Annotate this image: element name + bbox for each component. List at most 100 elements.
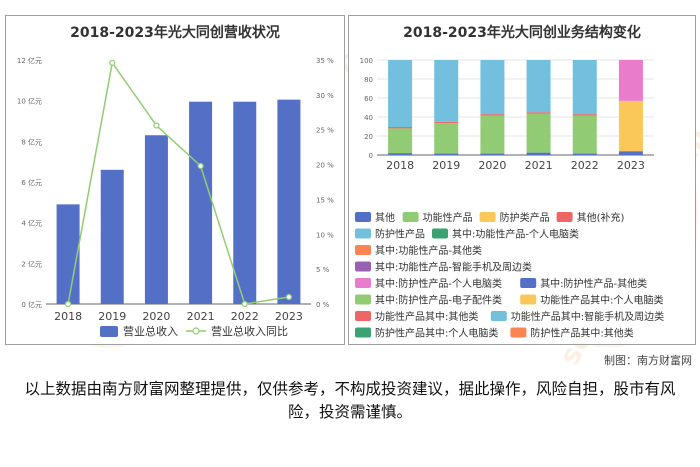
x-tick-label: 2023 <box>275 310 303 323</box>
legend-label: 防护类产品 <box>500 211 550 224</box>
yoy-point <box>109 59 116 66</box>
legend-label: 其中:防护性产品-个人电脑类 <box>375 277 502 290</box>
y2-tick-label: 0 % <box>316 301 330 309</box>
legend-swatch <box>355 228 371 239</box>
legend-label: 防护性产品其中:其他类 <box>530 327 633 340</box>
legend-label: 其中:功能性产品-其他类 <box>375 244 482 257</box>
legend-swatch <box>355 245 371 255</box>
y-tick-label: 60 <box>364 95 373 103</box>
x-tick-label: 2019 <box>432 159 460 172</box>
y-tick-label: 0 <box>369 152 373 160</box>
legend-label-yoy: 营业总收入同比 <box>211 324 288 338</box>
revenue-chart: 0 亿元 2 亿元 4 亿元 6 亿元 8 亿元 10 亿元 12 亿元 0 % 5 % 10 %… <box>17 56 334 338</box>
y-tick-label: 12 亿元 <box>17 56 42 65</box>
stacked-bar-segment <box>434 123 459 154</box>
legend-swatch <box>355 278 371 288</box>
y-tick-label: 40 <box>364 114 373 122</box>
legend-swatch <box>355 212 371 222</box>
x-tick-label: 2019 <box>98 310 126 323</box>
revenue-bar <box>144 135 168 304</box>
x-tick-label: 2018 <box>386 159 414 172</box>
y-tick-label: 2 亿元 <box>21 259 42 268</box>
stacked-bar-segment <box>388 60 413 127</box>
y-tick-label: 6 亿元 <box>21 178 42 187</box>
stacked-bar-segment <box>526 60 551 113</box>
revenue-chart-panel: 2018-2023年光大同创营收状况 0 亿元 2 亿元 4 亿元 6 亿元 8 亿元 1… <box>5 15 345 345</box>
stacked-bar-segment <box>480 153 505 155</box>
legend-swatch <box>432 228 448 239</box>
yoy-point <box>197 162 204 170</box>
legend-swatch <box>402 212 419 222</box>
y-tick-label: 0 亿元 <box>21 300 42 309</box>
legend-label: 其中:防护性产品-其他类 <box>540 277 647 290</box>
y-tick-label: 100 <box>360 57 373 65</box>
business-structure-chart-title: 2018-2023年光大同创业务结构变化 <box>403 25 641 41</box>
yoy-point <box>153 122 160 129</box>
stacked-bar-segment <box>434 121 459 124</box>
yoy-line <box>67 60 290 305</box>
legend-swatch <box>490 311 507 321</box>
revenue-bar <box>233 101 257 304</box>
stacked-bar-segment <box>480 115 505 154</box>
y2-tick-label: 30 % <box>316 92 334 100</box>
stacked-bar-segment <box>388 126 413 129</box>
legend-swatch <box>520 294 537 305</box>
revenue-bar <box>100 169 124 304</box>
legend-label-revenue: 营业总收入 <box>123 324 178 338</box>
legend-swatch <box>479 212 496 222</box>
revenue-bar <box>189 101 213 304</box>
legend-label: 功能性产品 <box>423 211 473 224</box>
legend-label: 防护性产品其中:个人电脑类 <box>375 327 498 340</box>
y2-tick-label: 5 % <box>316 266 330 274</box>
stacked-bar-segment <box>618 151 643 155</box>
legend-label: 其中:功能性产品-个人电脑类 <box>452 228 579 241</box>
x-tick-label: 2020 <box>142 310 170 323</box>
legend-label: 其中:防护性产品-电子配件类 <box>375 294 502 307</box>
business-structure-chart-panel: 2018-2023年光大同创业务结构变化 0 20 40 60 80 100 2018 201… <box>348 15 696 356</box>
y2-tick-label: 10 % <box>316 231 334 239</box>
y2-tick-label: 20 % <box>316 162 334 170</box>
legend-label: 功能性产品其中:个人电脑类 <box>540 294 663 307</box>
y-tick-label: 10 亿元 <box>17 97 42 106</box>
stacked-bar-segment <box>618 100 643 152</box>
legend-label: 防护性产品 <box>375 228 425 241</box>
stacked-bar-segment <box>526 152 551 155</box>
legend-swatch <box>520 278 537 288</box>
y2-tick-label: 25 % <box>316 127 334 135</box>
legend-swatch <box>556 212 573 222</box>
y2-tick-label: 35 % <box>316 57 334 65</box>
x-tick-label: 2023 <box>617 159 645 172</box>
x-tick-label: 2021 <box>187 310 215 323</box>
legend-label: 防护性产品其中:电子配件类 <box>375 343 498 344</box>
x-tick-label: 2022 <box>231 310 259 323</box>
stacked-bar-segment <box>480 60 505 115</box>
legend-swatch <box>510 327 527 338</box>
x-tick-label: 2022 <box>571 159 599 172</box>
legend-swatch <box>355 327 371 338</box>
x-tick-label: 2020 <box>478 159 506 172</box>
stacked-bar-segment <box>526 112 551 114</box>
x-tick-label: 2021 <box>525 159 553 172</box>
legend-label: 功能性产品其中:其他类 <box>375 310 478 323</box>
legend-swatch <box>355 294 371 305</box>
legend-label: 其他(补充) <box>577 211 625 224</box>
revenue-bar <box>277 99 301 305</box>
stacked-bar-segment <box>572 60 597 115</box>
y-tick-label: 4 亿元 <box>21 219 42 228</box>
stacked-bar-segment <box>434 153 459 155</box>
y-tick-label: 80 <box>364 76 373 84</box>
x-tick-label: 2018 <box>54 310 82 323</box>
stacked-bar-segment <box>388 153 413 155</box>
stacked-bar-segment <box>434 60 459 122</box>
revenue-bar <box>56 204 80 304</box>
stacked-bar-segment <box>526 113 551 153</box>
legend-swatch-revenue <box>100 326 118 337</box>
legend-label: 其他 <box>375 211 395 224</box>
yoy-point <box>285 293 293 301</box>
stacked-bar-segment <box>572 114 597 116</box>
chart-credit: 制图：南方财富网 <box>604 354 692 367</box>
stacked-bar-segment <box>618 60 643 101</box>
stacked-bar-segment <box>388 128 413 154</box>
yoy-point <box>64 300 72 308</box>
